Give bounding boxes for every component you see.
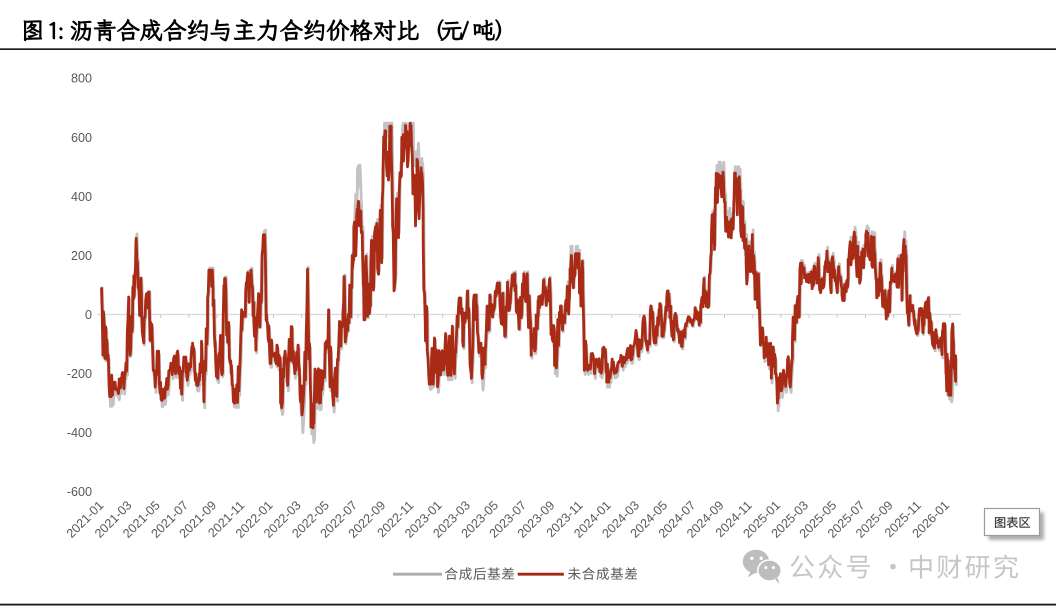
svg-text:600: 600: [71, 131, 92, 145]
svg-text:-200: -200: [67, 367, 92, 381]
svg-text:0: 0: [85, 308, 92, 322]
svg-text:-600: -600: [67, 485, 92, 499]
svg-text:400: 400: [71, 190, 92, 204]
svg-text:-400: -400: [67, 426, 92, 440]
svg-text:800: 800: [71, 72, 92, 86]
svg-text:200: 200: [71, 249, 92, 263]
